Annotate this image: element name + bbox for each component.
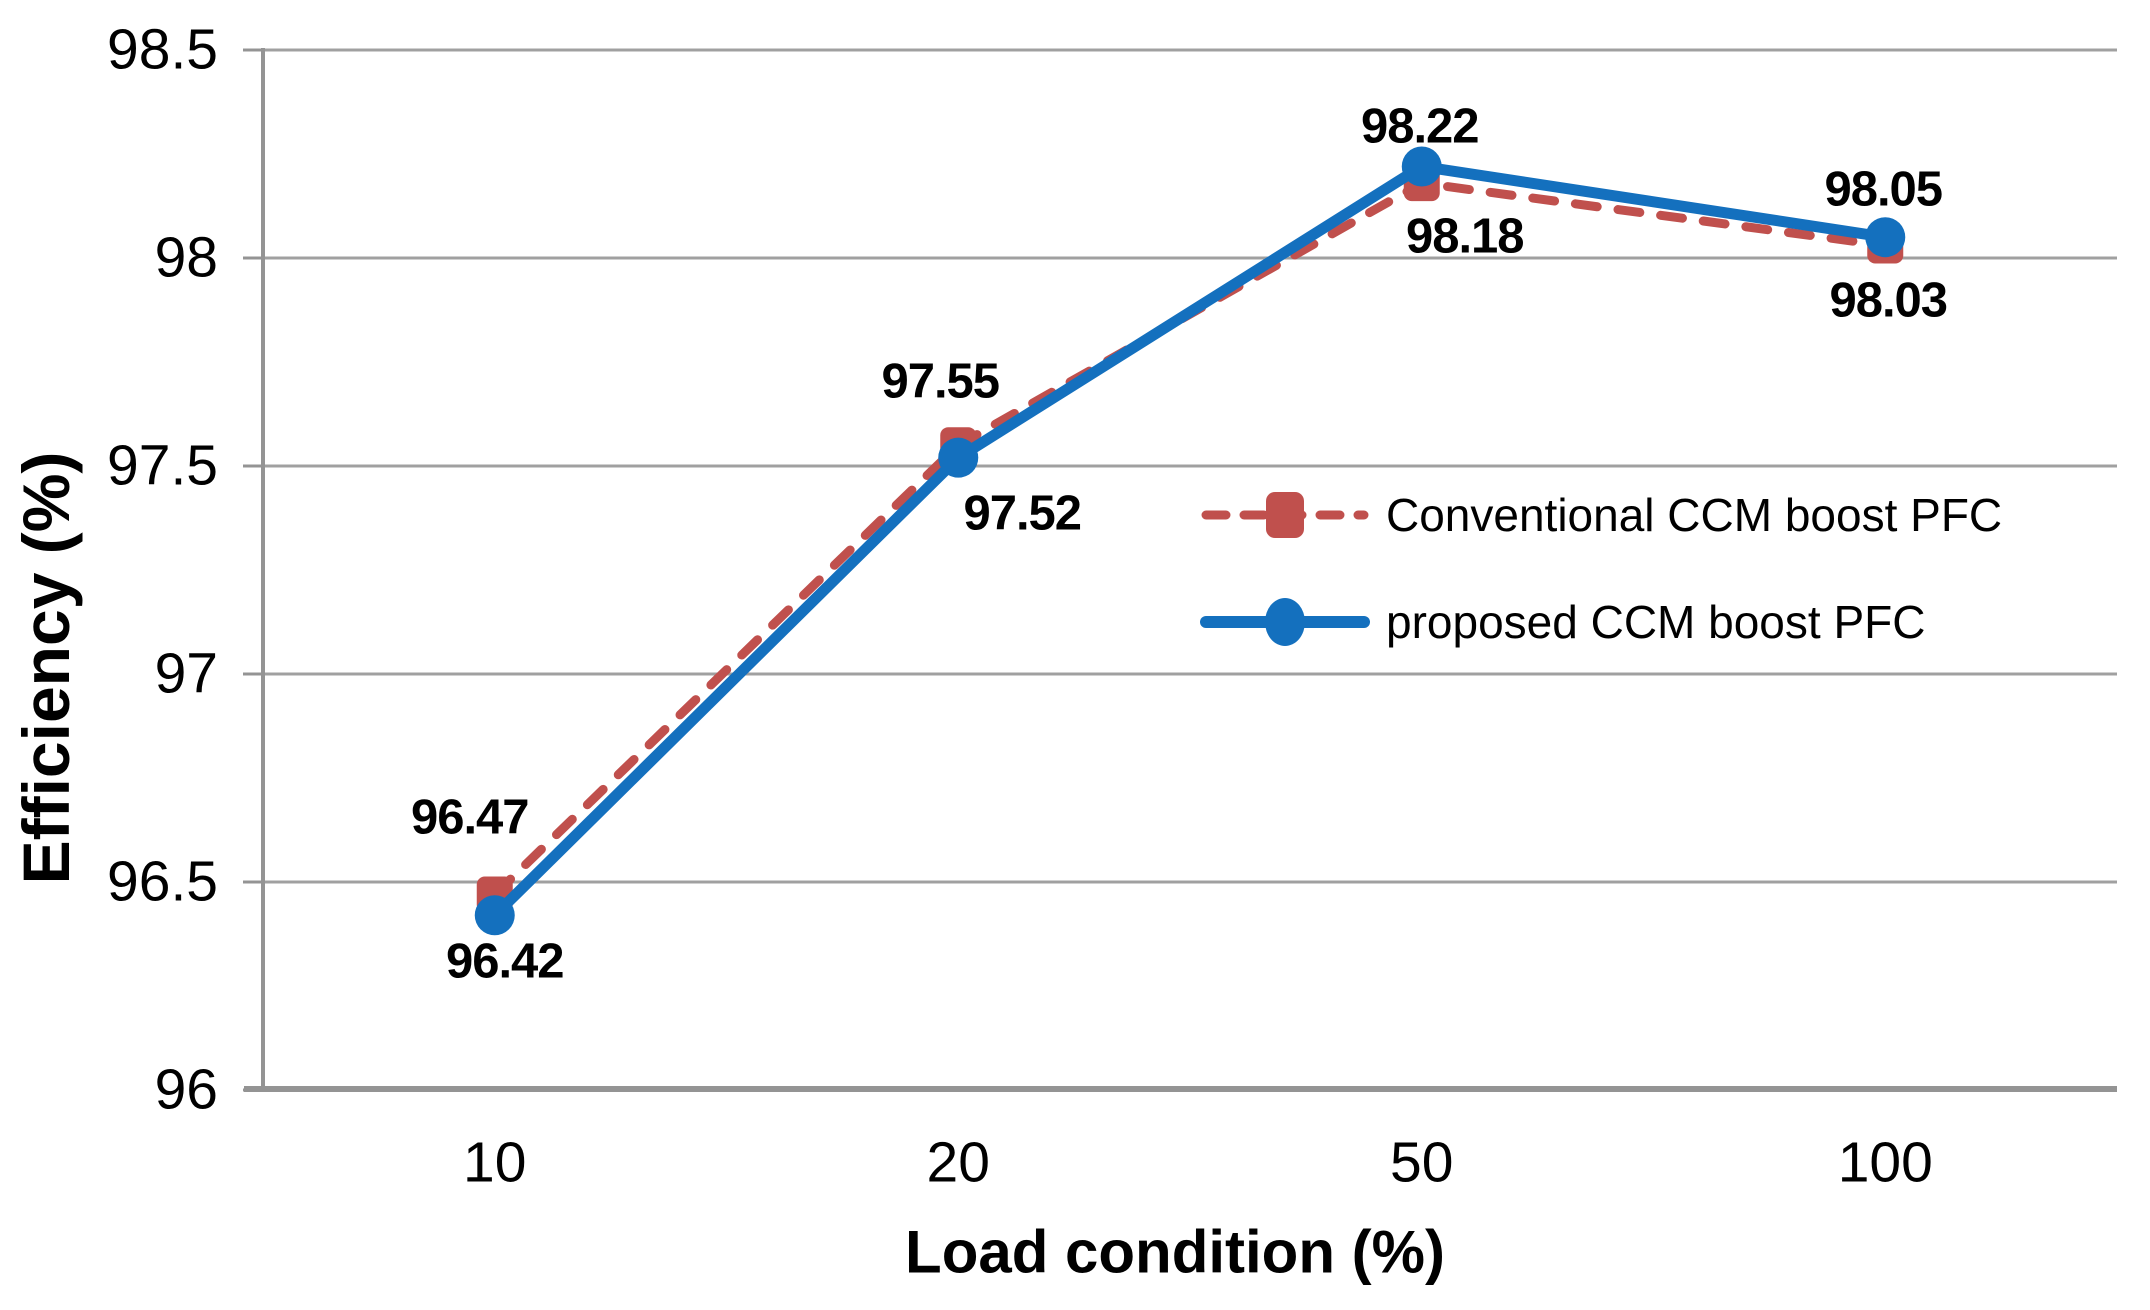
- data-label-series-0: 96.47: [410, 790, 530, 845]
- x-tick-label: 20: [926, 1130, 990, 1195]
- series-1-circle-marker: [474, 895, 515, 936]
- x-tick-label: 50: [1390, 1130, 1454, 1195]
- series-1-circle-marker: [938, 437, 979, 478]
- series-1-circle-marker: [1401, 146, 1442, 187]
- y-tick-label: 98.5: [107, 17, 218, 82]
- series-line-0: [490, 178, 1890, 899]
- data-label-series-1: 97.52: [963, 486, 1082, 541]
- x-tick-label: 10: [463, 1130, 527, 1195]
- y-tick-label: 97.5: [107, 433, 218, 498]
- data-label-series-0: 98.18: [1405, 209, 1525, 264]
- data-label-series-1: 96.42: [445, 934, 565, 989]
- data-label-series-0: 97.55: [881, 354, 1000, 409]
- y-tick-label: 96.5: [107, 849, 218, 914]
- x-axis-title: Load condition (%): [905, 1218, 1445, 1286]
- x-tick-label: 100: [1837, 1130, 1933, 1195]
- series-1-circle-marker: [1865, 217, 1906, 258]
- data-label-series-1: 98.05: [1824, 162, 1943, 217]
- y-tick-label: 97: [154, 641, 218, 706]
- data-label-series-1: 98.22: [1360, 99, 1480, 154]
- y-tick-label: 96: [154, 1057, 218, 1122]
- series-line-1: [489, 160, 1891, 921]
- y-tick-label: 98: [154, 225, 218, 290]
- y-axis-title: Efficiency (%): [9, 451, 83, 885]
- data-label-series-0: 98.03: [1829, 273, 1948, 328]
